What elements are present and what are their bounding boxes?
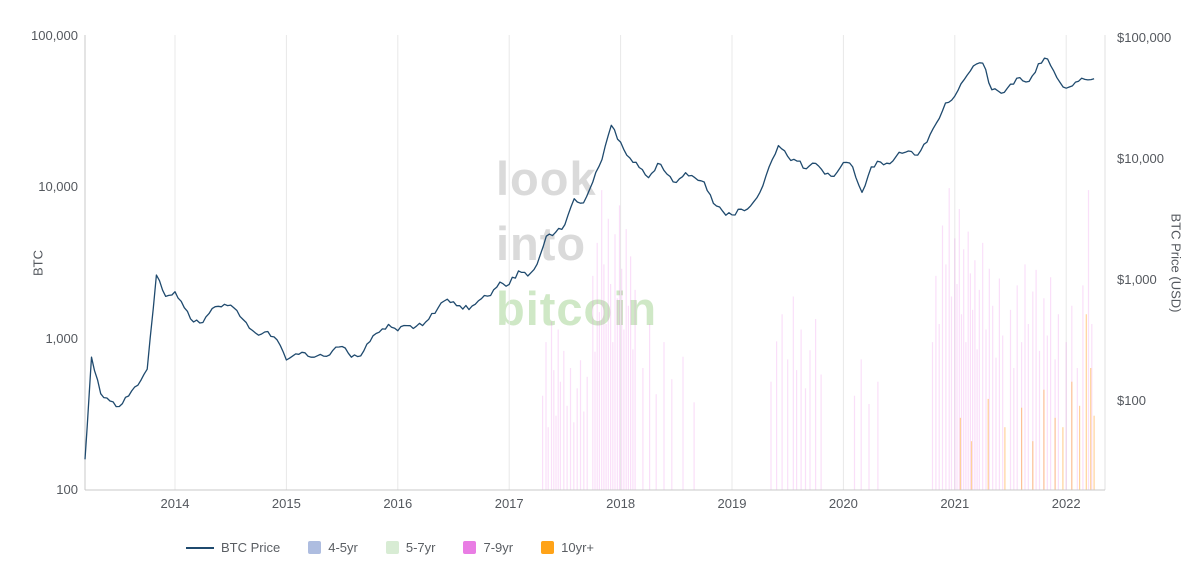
- chart-legend: BTC Price 4-5yr 5-7yr 7-9yr 10yr+: [186, 540, 594, 555]
- x-axis-tick-label: 2020: [828, 496, 858, 511]
- legend-item-7-9yr[interactable]: 7-9yr: [463, 540, 513, 555]
- legend-item-label: 5-7yr: [405, 540, 436, 555]
- x-axis-tick-label: 2019: [717, 496, 747, 511]
- legend-item-label: 7-9yr: [483, 540, 514, 555]
- legend-item-label: 10yr+: [561, 540, 594, 555]
- legend-square-swatch: [308, 541, 322, 554]
- left-axis-tick-label: 1,000: [45, 330, 78, 346]
- legend-item-btc-price[interactable]: BTC Price: [186, 540, 280, 555]
- legend-square-swatch: [463, 541, 477, 554]
- x-axis-tick-label: 2022: [1051, 496, 1081, 511]
- x-axis-tick-label: 2021: [940, 496, 970, 511]
- x-axis-tick-label: 2018: [606, 496, 636, 511]
- x-axis-tick-label: 2017: [494, 496, 524, 511]
- legend-item-label: 4-5yr: [328, 540, 358, 555]
- watermark-look: look: [496, 152, 597, 205]
- left-axis-title: BTC: [30, 250, 46, 276]
- right-axis-tick-label: $100: [1117, 393, 1146, 408]
- x-axis-tick-label: 2015: [271, 496, 301, 511]
- right-axis-tick-label: $10,000: [1117, 151, 1164, 166]
- x-axis-tick-label: 2014: [160, 496, 190, 511]
- legend-square-swatch: [541, 541, 555, 554]
- legend-square-swatch: [385, 541, 399, 554]
- left-axis-tick-label: 10,000: [38, 179, 78, 195]
- watermark-bitcoin: bitcoin: [496, 282, 658, 335]
- legend-item-label: BTC Price: [221, 540, 281, 555]
- legend-item-5-7yr[interactable]: 5-7yr: [385, 540, 436, 555]
- right-axis-tick-label: $1,000: [1117, 272, 1157, 287]
- left-axis-tick-label: 100: [56, 482, 78, 497]
- watermark-into: into: [496, 217, 587, 270]
- left-axis-tick-label: 100,000: [31, 28, 78, 44]
- right-axis-tick-label: $100,000: [1117, 30, 1172, 45]
- legend-item-10yr-[interactable]: 10yr+: [541, 540, 594, 555]
- right-axis-title: BTC Price (USD): [1168, 213, 1184, 313]
- legend-item-4-5yr[interactable]: 4-5yr: [308, 540, 358, 555]
- x-axis-tick-label: 2016: [383, 496, 413, 511]
- lookintobitcoin-watermark: look into bitcoin: [496, 146, 657, 341]
- legend-line-swatch: [186, 546, 214, 549]
